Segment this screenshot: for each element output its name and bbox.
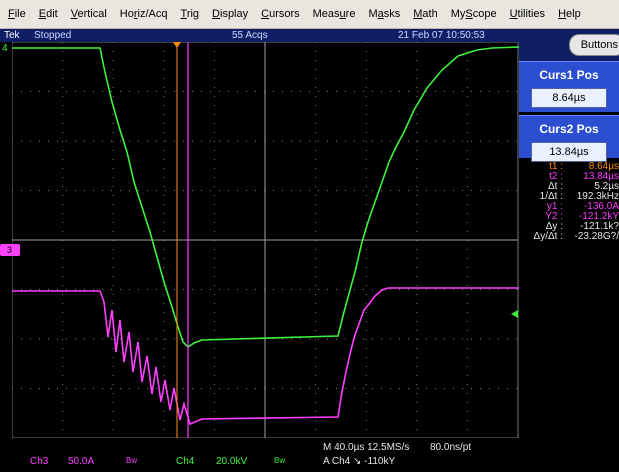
readout-label: Δt :	[547, 181, 563, 192]
menu-item-math[interactable]: Math	[413, 8, 438, 20]
menu-item-display[interactable]: Display	[212, 8, 249, 20]
menu-item-utilities[interactable]: Utilities	[509, 8, 546, 20]
trigger-level-marker	[511, 310, 518, 318]
readout-label: y1 :	[546, 201, 563, 212]
ch4-label[interactable]: Ch4	[176, 456, 195, 467]
cursor-readouts: t1 : 8.64µs t2 : 13.84µs Δt : 5.2µs 1/Δt : 192.…	[519, 162, 619, 242]
readout-value: 8.64µs	[588, 161, 619, 172]
waveform-display[interactable]	[11, 41, 520, 439]
menu-item-edit[interactable]: Edit	[38, 8, 58, 20]
menu-item-vertical[interactable]: Vertical	[70, 8, 107, 20]
acquisition-state: Stopped	[34, 30, 72, 41]
ch4-bandwidth: Bw	[274, 456, 286, 465]
date-time: 21 Feb 07 10:50:53	[398, 30, 485, 41]
readout-value: -121.2kY	[578, 211, 619, 222]
readout-row: y1 : -136.0A	[519, 202, 619, 212]
ch3-ground-marker[interactable]: 3	[0, 244, 20, 256]
curs2-pos-panel[interactable]: Curs2 Pos 13.84µs	[519, 115, 619, 162]
right-panel: Buttons Curs1 Pos 8.64µs Curs2 Pos 13.84…	[519, 29, 619, 438]
sample-interval: 80.0ns/pt	[430, 442, 472, 453]
readout-value: -23.28G?/	[574, 231, 619, 242]
menu-item-horizacq[interactable]: Horiz/Acq	[119, 8, 168, 20]
curs1-pos-panel[interactable]: Curs1 Pos 8.64µs	[519, 61, 619, 112]
brand-label: Tek	[4, 30, 20, 41]
trigger-position-marker	[173, 42, 181, 48]
graticule-grid	[12, 42, 518, 438]
readout-label: Δy :	[545, 221, 563, 232]
readout-row: Δt : 5.2µs	[519, 182, 619, 192]
ch4-scale[interactable]: 20.0kV	[216, 456, 248, 467]
readout-label: 1/Δt :	[539, 191, 563, 202]
timebase-readout[interactable]: M 40.0µs 12.5MS/s	[323, 442, 410, 453]
status-bar: Tek Stopped 55 Acqs 21 Feb 07 10:50:53	[0, 29, 519, 42]
readout-row: Δy/Δt : -23.28G?/	[519, 232, 619, 242]
footer-readouts: Ch3 50.0A Bw Ch4 20.0kV Bw M 40.0µs 12.5…	[0, 438, 619, 472]
ch4-waveform	[12, 46, 520, 349]
readout-label: Y2 :	[545, 211, 563, 222]
button-area: Buttons	[519, 29, 619, 61]
graticule-svg	[11, 41, 520, 439]
readout-value: -121.1k?	[580, 221, 619, 232]
menu-item-cursors[interactable]: Cursors	[261, 8, 300, 20]
menu-item-trig[interactable]: Trig	[180, 8, 200, 20]
acquisition-count: 55 Acqs	[232, 30, 268, 41]
ch3-label[interactable]: Ch3	[30, 456, 49, 467]
readout-row: Δy : -121.1k?	[519, 222, 619, 232]
curs2-title: Curs2 Pos	[539, 122, 599, 136]
readout-row: Y2 : -121.2kY	[519, 212, 619, 222]
readout-row: 1/Δt : 192.3kHz	[519, 192, 619, 202]
ch3-marker-label: 3	[7, 245, 13, 255]
readout-label: t2 :	[549, 171, 563, 182]
menu-item-help[interactable]: Help	[558, 8, 581, 20]
readout-row: t2 : 13.84µs	[519, 172, 619, 182]
curs2-value[interactable]: 13.84µs	[531, 142, 607, 162]
readout-label: t1 :	[549, 161, 563, 172]
trigger-readout[interactable]: A Ch4 ↘ -110kY	[323, 456, 396, 467]
readout-row: t1 : 8.64µs	[519, 162, 619, 172]
menu-item-masks[interactable]: Masks	[368, 8, 401, 20]
ch3-bandwidth: Bw	[126, 456, 138, 465]
curs1-value[interactable]: 8.64µs	[531, 88, 607, 108]
menu-item-myscope[interactable]: MyScope	[450, 8, 497, 20]
readout-label: Δy/Δt :	[533, 231, 563, 242]
ch3-scale[interactable]: 50.0A	[68, 456, 95, 467]
readout-value: 5.2µs	[594, 181, 619, 192]
menu-item-measure[interactable]: Measure	[312, 8, 356, 20]
menu-item-file[interactable]: File	[8, 8, 26, 20]
readout-value: 13.84µs	[583, 171, 619, 182]
ch3-waveform	[12, 287, 519, 426]
readout-value: -136.0A	[583, 201, 619, 212]
readout-value: 192.3kHz	[576, 191, 619, 202]
ch4-ground-marker[interactable]: 4	[2, 43, 8, 54]
menu-bar: File Edit Vertical Horiz/Acq Trig Display Curs…	[0, 0, 619, 29]
curs1-title: Curs1 Pos	[539, 68, 599, 82]
buttons-button[interactable]: Buttons	[569, 34, 619, 56]
